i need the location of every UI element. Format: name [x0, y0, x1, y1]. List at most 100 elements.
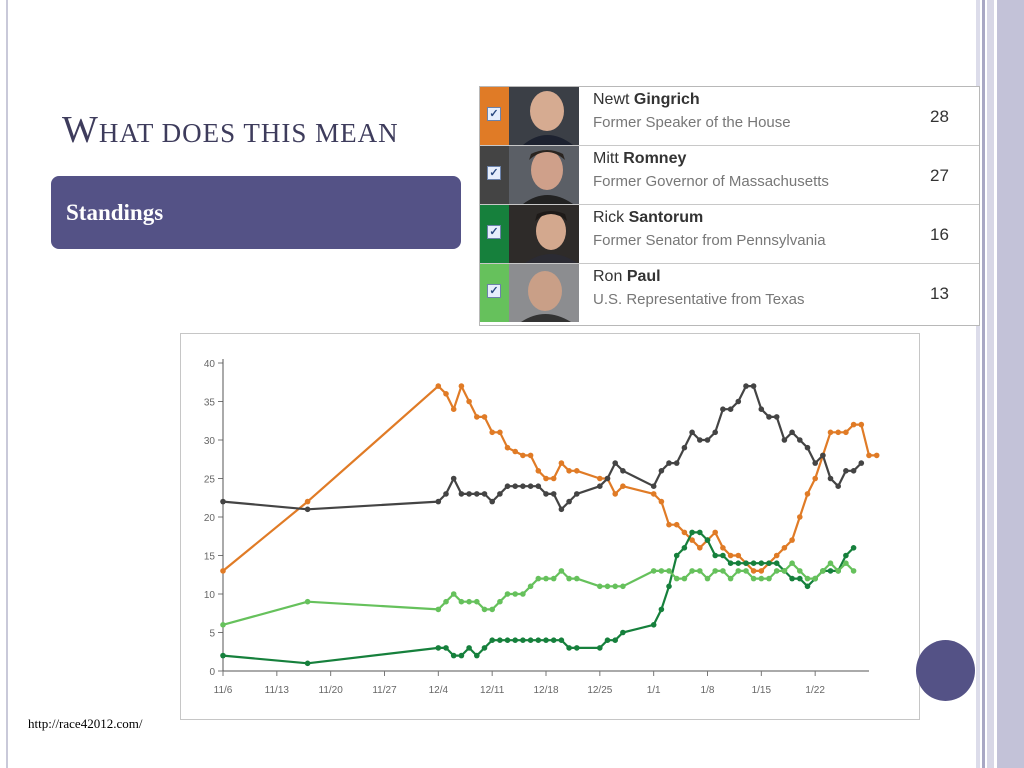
data-point-santorum	[658, 606, 665, 613]
data-point-romney	[535, 483, 542, 489]
candidate-count: 16	[930, 225, 949, 244]
candidate-row-romney[interactable]: ✓ Mitt Romney Former Governor of Massach…	[480, 146, 979, 205]
data-point-gingrich	[504, 444, 511, 451]
data-point-gingrich	[535, 468, 542, 474]
data-point-paul	[512, 591, 518, 597]
checkbox-icon[interactable]: ✓	[487, 225, 501, 239]
data-point-santorum	[750, 560, 757, 566]
data-point-paul	[720, 568, 726, 574]
data-point-santorum	[766, 560, 772, 566]
data-point-romney	[527, 483, 534, 489]
data-point-romney	[689, 429, 695, 436]
candidate-row-paul[interactable]: ✓ Ron Paul U.S. Representative from Texa…	[480, 264, 979, 323]
data-point-santorum	[435, 645, 442, 651]
data-point-paul	[497, 598, 503, 605]
data-point-gingrich	[797, 514, 803, 520]
data-point-paul	[504, 591, 511, 597]
data-point-paul	[697, 568, 703, 574]
y-tick-label: 10	[204, 590, 216, 601]
series-line-gingrich	[222, 384, 877, 572]
data-point-santorum	[520, 637, 526, 643]
color-swatch: ✓	[480, 205, 509, 263]
data-point-romney	[566, 498, 572, 505]
data-point-romney	[773, 414, 780, 420]
data-point-santorum	[666, 583, 672, 590]
data-point-santorum	[604, 637, 611, 643]
color-swatch: ✓	[480, 87, 509, 145]
x-tick-label: 11/27	[372, 685, 397, 696]
series-line-santorum	[222, 531, 855, 665]
data-point-romney	[512, 483, 518, 489]
data-point-santorum	[566, 645, 572, 651]
data-point-santorum	[620, 629, 626, 636]
x-tick-label: 1/1	[647, 685, 661, 696]
data-point-paul	[604, 583, 611, 590]
data-point-santorum	[727, 560, 734, 566]
data-point-gingrich	[489, 429, 496, 436]
data-point-romney	[704, 437, 711, 443]
x-tick-label: 12/11	[480, 685, 505, 696]
data-point-paul	[850, 568, 857, 574]
data-point-gingrich	[481, 414, 488, 420]
data-point-santorum	[758, 560, 765, 566]
checkbox-icon[interactable]: ✓	[487, 166, 501, 180]
data-point-gingrich	[497, 429, 503, 436]
candidate-row-santorum[interactable]: ✓ Rick Santorum Former Senator from Penn…	[480, 205, 979, 264]
candidate-count: 13	[930, 284, 949, 303]
candidate-role: U.S. Representative from Texas	[593, 291, 805, 308]
data-point-romney	[481, 491, 488, 497]
data-point-paul	[758, 575, 765, 582]
data-point-paul	[689, 568, 695, 574]
data-point-santorum	[450, 652, 457, 659]
x-tick-label: 11/20	[319, 685, 344, 696]
data-point-romney	[797, 437, 803, 443]
checkbox-icon[interactable]: ✓	[487, 107, 501, 121]
candidate-row-gingrich[interactable]: ✓ Newt Gingrich Former Speaker of the Ho…	[480, 87, 979, 146]
data-point-gingrich	[220, 568, 226, 574]
data-point-paul	[304, 598, 311, 605]
data-point-paul	[543, 575, 549, 582]
data-point-romney	[827, 475, 834, 482]
data-point-gingrich	[712, 529, 718, 536]
data-point-paul	[574, 575, 580, 582]
data-point-gingrich	[827, 429, 834, 436]
candidate-photo	[509, 87, 579, 145]
data-point-santorum	[743, 560, 749, 566]
data-point-gingrich	[650, 491, 657, 497]
data-point-gingrich	[435, 383, 442, 389]
data-point-gingrich	[527, 452, 534, 459]
data-point-romney	[504, 483, 511, 489]
data-point-romney	[466, 491, 472, 497]
data-point-paul	[766, 575, 772, 582]
slide-title: WHAT DOES THIS MEAN	[62, 109, 399, 151]
candidate-count: 27	[930, 166, 949, 185]
y-tick-label: 30	[204, 436, 216, 447]
data-point-gingrich	[666, 521, 672, 528]
data-point-santorum	[789, 575, 795, 582]
data-point-paul	[735, 568, 742, 574]
y-tick-label: 35	[204, 398, 216, 409]
data-point-gingrich	[612, 491, 618, 497]
data-point-gingrich	[866, 452, 872, 459]
data-point-paul	[820, 568, 826, 574]
data-point-santorum	[720, 552, 726, 559]
data-point-romney	[574, 491, 580, 497]
data-point-paul	[727, 575, 734, 582]
data-point-paul	[466, 598, 472, 605]
data-point-paul	[527, 583, 534, 590]
data-point-santorum	[712, 552, 718, 559]
data-point-gingrich	[804, 491, 811, 497]
candidate-photo	[509, 146, 579, 204]
candidate-count: 28	[930, 107, 949, 126]
source-url[interactable]: http://race42012.com/	[28, 716, 143, 731]
data-point-paul	[566, 575, 572, 582]
data-point-paul	[835, 568, 841, 574]
data-point-paul	[650, 568, 657, 574]
candidate-name: Mitt Romney	[593, 150, 687, 167]
data-point-paul	[797, 568, 803, 574]
data-point-gingrich	[735, 552, 742, 559]
checkbox-icon[interactable]: ✓	[487, 284, 501, 298]
data-point-paul	[843, 560, 849, 566]
data-point-gingrich	[843, 429, 849, 436]
y-tick-label: 25	[204, 475, 216, 486]
